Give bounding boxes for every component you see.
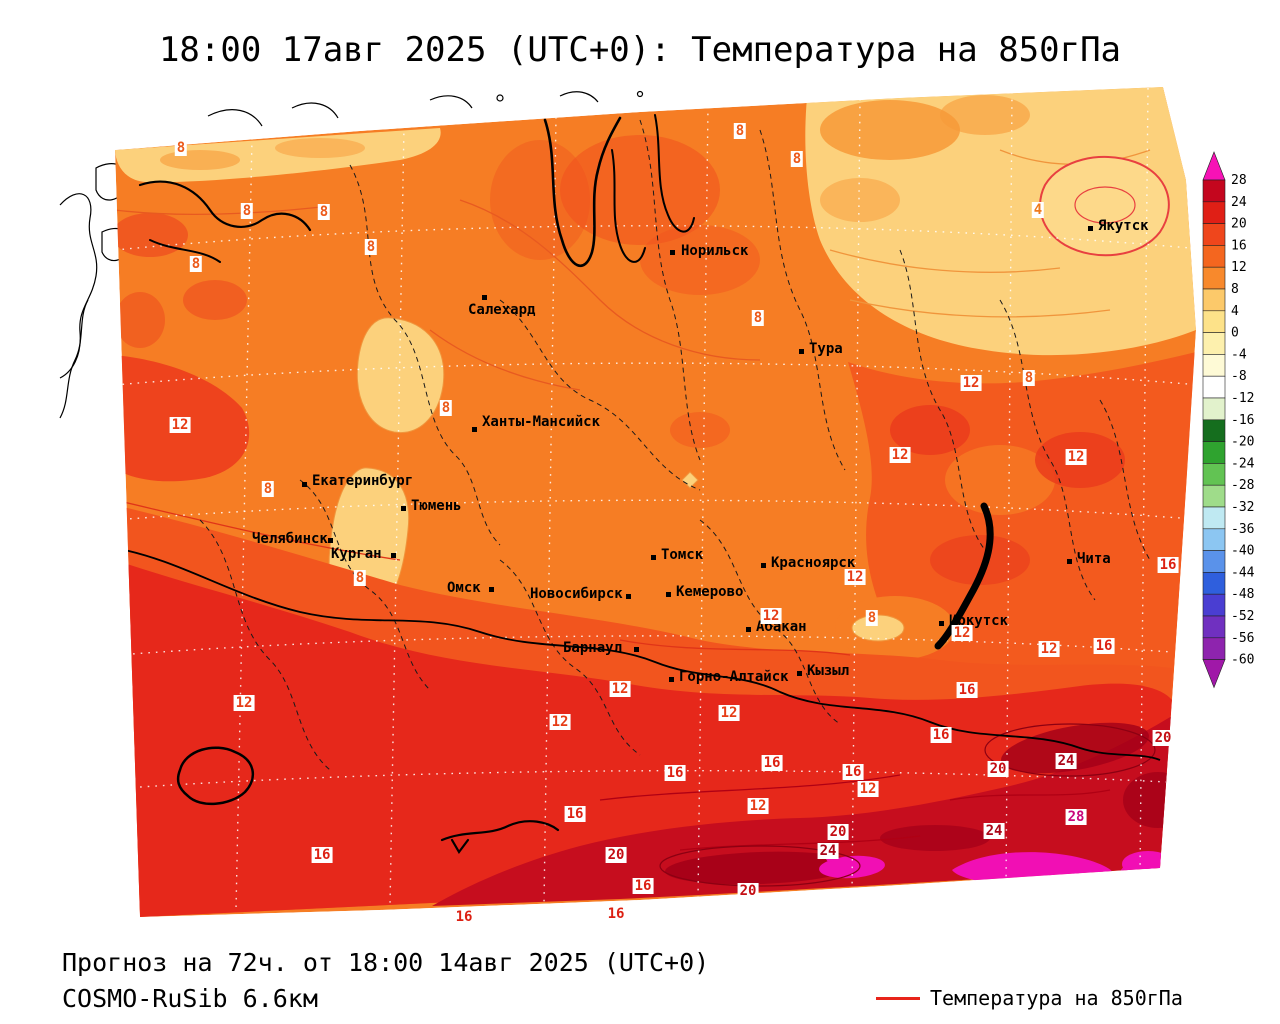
colorbar-band (1202, 572, 1226, 595)
colorbar-band (1202, 354, 1226, 377)
colorbar-tick-label: -28 (1231, 478, 1254, 493)
colorbar-band (1202, 419, 1226, 442)
colorbar-band (1202, 245, 1226, 268)
legend: Температура на 850гПа (876, 986, 1183, 1010)
colorbar-band (1202, 375, 1226, 399)
legend-line-sample (876, 996, 920, 1000)
colorbar-band (1202, 201, 1226, 224)
colorbar-band (1202, 615, 1226, 639)
graticule-layer (115, 87, 1191, 911)
colorbar-tick-label: -32 (1231, 500, 1254, 515)
colorbar-band (1202, 266, 1226, 290)
colorbar-tick-label: 20 (1231, 217, 1247, 232)
colorbar: 28 24 20 16 12 8 4 0 -4 -8 -12 -16 -20 -24 -28 -32 -36 -4… (1202, 151, 1255, 689)
colorbar-tick-label: -48 (1231, 587, 1254, 602)
colorbar-tick-label: -20 (1231, 435, 1254, 450)
colorbar-tick-label: -44 (1231, 565, 1255, 580)
colorbar-band (1202, 637, 1226, 660)
model-info: COSMO-RuSib 6.6км (62, 984, 318, 1013)
colorbar-band (1202, 550, 1226, 573)
colorbar-tick-label: 4 (1231, 304, 1239, 319)
colorbar-band (1202, 528, 1226, 551)
colorbar-tick-label: -36 (1231, 522, 1254, 537)
colorbar-band (1202, 288, 1226, 312)
colorbar-band (1202, 332, 1226, 355)
colorbar-tick-label: -4 (1231, 347, 1247, 362)
colorbar-tick-label: -16 (1231, 413, 1254, 428)
colorbar-tick-label: 0 (1231, 326, 1239, 341)
temperature-fill-layer (115, 87, 1196, 917)
forecast-info: Прогноз на 72ч. от 18:00 14авг 2025 (UTC… (62, 948, 710, 977)
colorbar-tick-label: 24 (1231, 195, 1247, 210)
borders-layer (115, 119, 1161, 771)
colorbar-arrow-bottom (1202, 659, 1226, 689)
colorbar-band (1202, 397, 1226, 421)
colorbar-band (1202, 484, 1226, 508)
colorbar-band (1202, 441, 1226, 464)
legend-label: Температура на 850гПа (930, 986, 1183, 1010)
colorbar-band (1202, 506, 1226, 530)
colorbar-band (1202, 223, 1226, 246)
colorbar-tick-label: -56 (1231, 631, 1254, 646)
colorbar-tick-label: -8 (1231, 369, 1247, 384)
colorbar-tick-label: -52 (1231, 609, 1254, 624)
colorbar-band (1202, 593, 1226, 617)
colorbar-tick-label: 12 (1231, 260, 1247, 275)
colorbar-tick-label: 16 (1231, 238, 1247, 253)
colorbar-arrow-top (1202, 151, 1226, 181)
map-title: 18:00 17авг 2025 (UTC+0): Температура на… (158, 30, 1122, 70)
colorbar-tick-label: 28 (1231, 173, 1247, 188)
colorbar-band (1202, 463, 1226, 486)
colorbar-tick-label: 8 (1231, 282, 1239, 297)
colorbar-tick-label: -60 (1231, 653, 1254, 668)
colorbar-tick-label: -24 (1231, 456, 1255, 471)
colorbar-tick-label: -40 (1231, 544, 1254, 559)
colorbar-band (1202, 179, 1226, 203)
colorbar-band (1202, 310, 1226, 333)
colorbar-tick-label: -12 (1231, 391, 1254, 406)
